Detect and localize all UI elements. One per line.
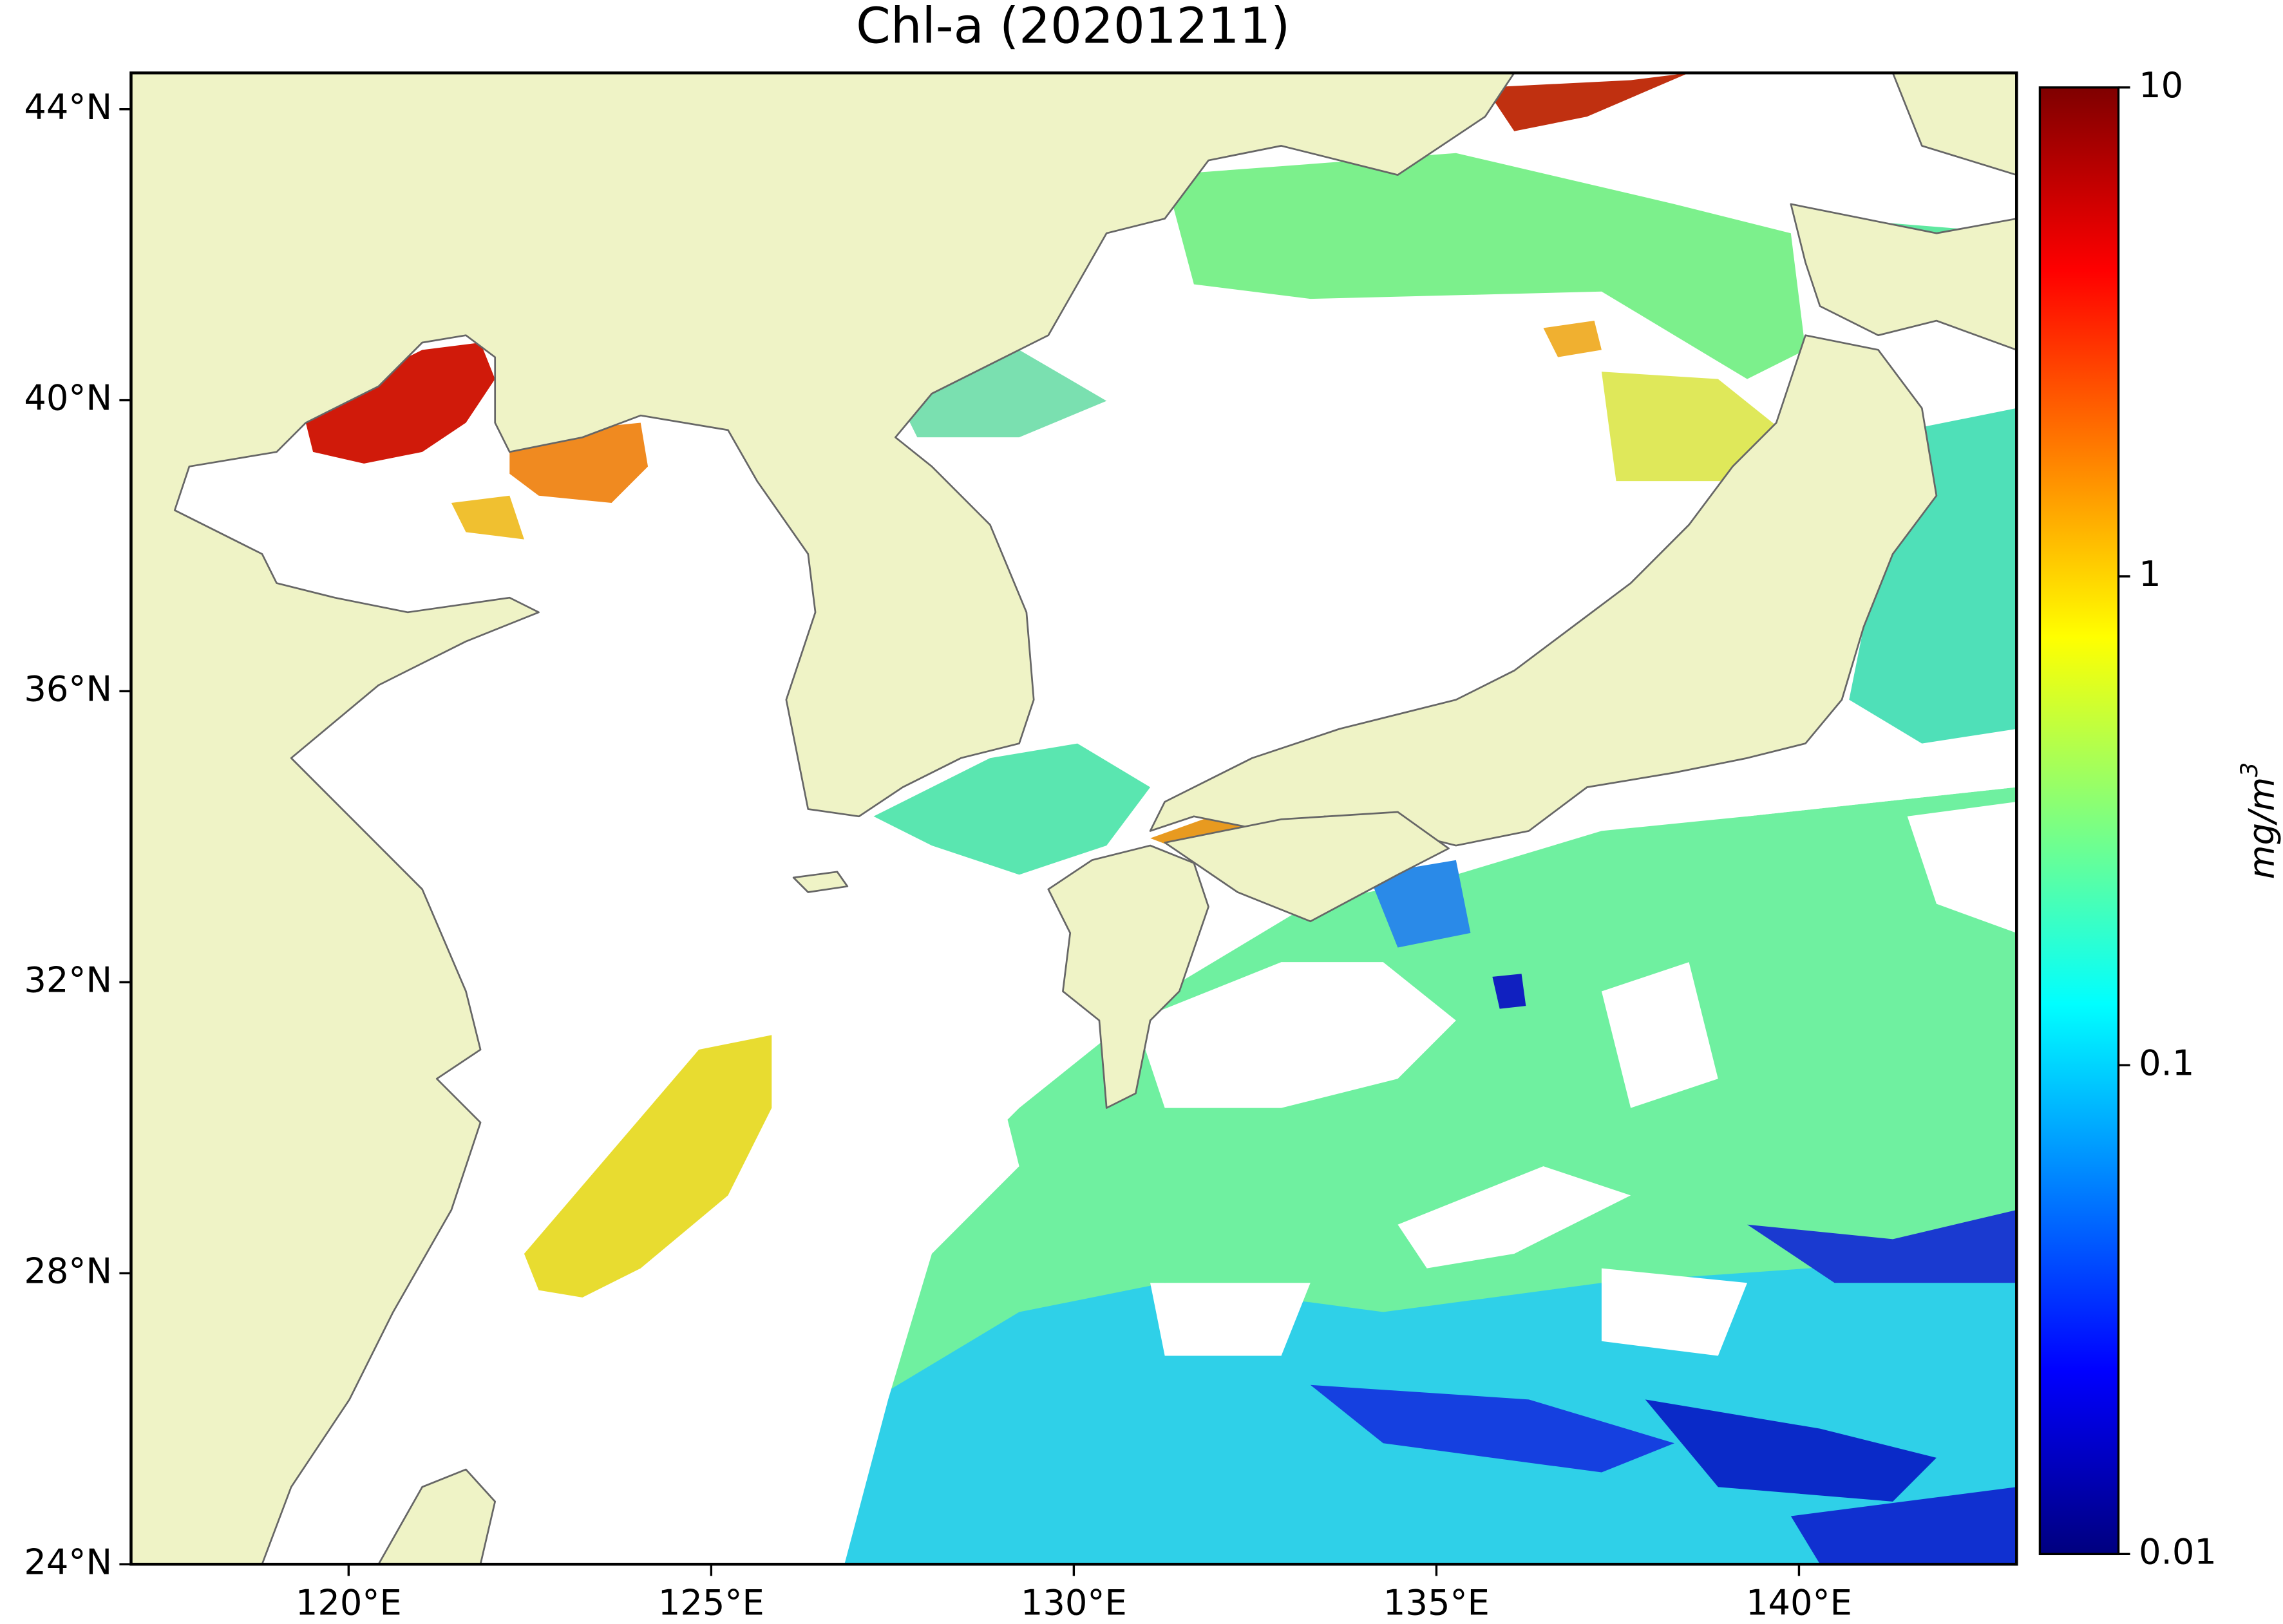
y-tick-label: 44°N <box>24 87 112 127</box>
land-mass <box>792 871 849 893</box>
colorbar-tick-label: 0.01 <box>2139 1531 2217 1572</box>
chl-patch <box>1790 1487 2017 1565</box>
land <box>131 73 2017 1565</box>
land-mass <box>1047 844 1209 1109</box>
chl-patch <box>524 1035 772 1298</box>
cloud-gap <box>1601 962 1718 1108</box>
cloud-gap <box>1150 1283 1311 1356</box>
x-tick-label: 120°E <box>296 1583 402 1623</box>
cloud-gap <box>1135 962 1456 1108</box>
colorbar-tick-label: 1 <box>2139 554 2161 594</box>
colorbar-label-sup: 3 <box>2235 762 2263 777</box>
chl-patch <box>873 743 1151 875</box>
land-mass <box>131 73 1515 1565</box>
colorbar-tick-label: 10 <box>2139 65 2183 106</box>
y-tick-label: 28°N <box>24 1251 112 1291</box>
y-tick-label: 24°N <box>24 1542 112 1582</box>
chl-patch <box>1492 974 1526 1009</box>
colorbar <box>2038 86 2120 1556</box>
x-tick-label: 140°E <box>1746 1583 1852 1623</box>
y-tick-label: 36°N <box>24 669 112 710</box>
cloud-gap <box>1601 1268 1748 1356</box>
chl-patch <box>1485 73 1689 131</box>
axes: 24°N 28°N 32°N 36°N 40°N 44°N 120°E 125°E 130°E 1… <box>24 65 2217 1623</box>
chl-patch <box>1164 153 1806 379</box>
map-title: Chl-a (20201211) <box>856 0 1290 55</box>
colorbar-label-text: mg/m <box>2242 777 2282 880</box>
chl-patch <box>1601 372 1791 482</box>
land-mass <box>377 1468 497 1565</box>
x-tick-label: 135°E <box>1383 1583 1490 1623</box>
cloud-gap <box>815 1050 1019 1565</box>
chl-patch <box>451 495 524 540</box>
y-tick-label: 32°N <box>24 959 112 1000</box>
colorbar-tick-label: 0.1 <box>2139 1043 2194 1083</box>
cloud-gap <box>1907 802 2017 933</box>
y-tick-label: 40°N <box>24 378 112 419</box>
land-mass <box>1891 73 2017 176</box>
map-area <box>131 73 2017 1565</box>
chl-patch <box>1543 321 1602 357</box>
land-mass <box>1790 203 2017 351</box>
chl-patch <box>902 350 1107 438</box>
chl-patch <box>1310 1384 1674 1473</box>
x-tick-label: 125°E <box>658 1583 764 1623</box>
chl-patch <box>1369 860 1471 948</box>
chl-patch <box>1747 1210 2017 1283</box>
land-mass <box>1164 811 1450 923</box>
chl-patch <box>1645 1399 1937 1502</box>
chl-patch <box>305 343 495 464</box>
chl-field <box>189 73 2017 1565</box>
x-tick-label: 130°E <box>1021 1583 1127 1623</box>
cloud-gap <box>1397 1166 1631 1269</box>
colorbar-label: mg/m3 <box>2235 762 2282 880</box>
